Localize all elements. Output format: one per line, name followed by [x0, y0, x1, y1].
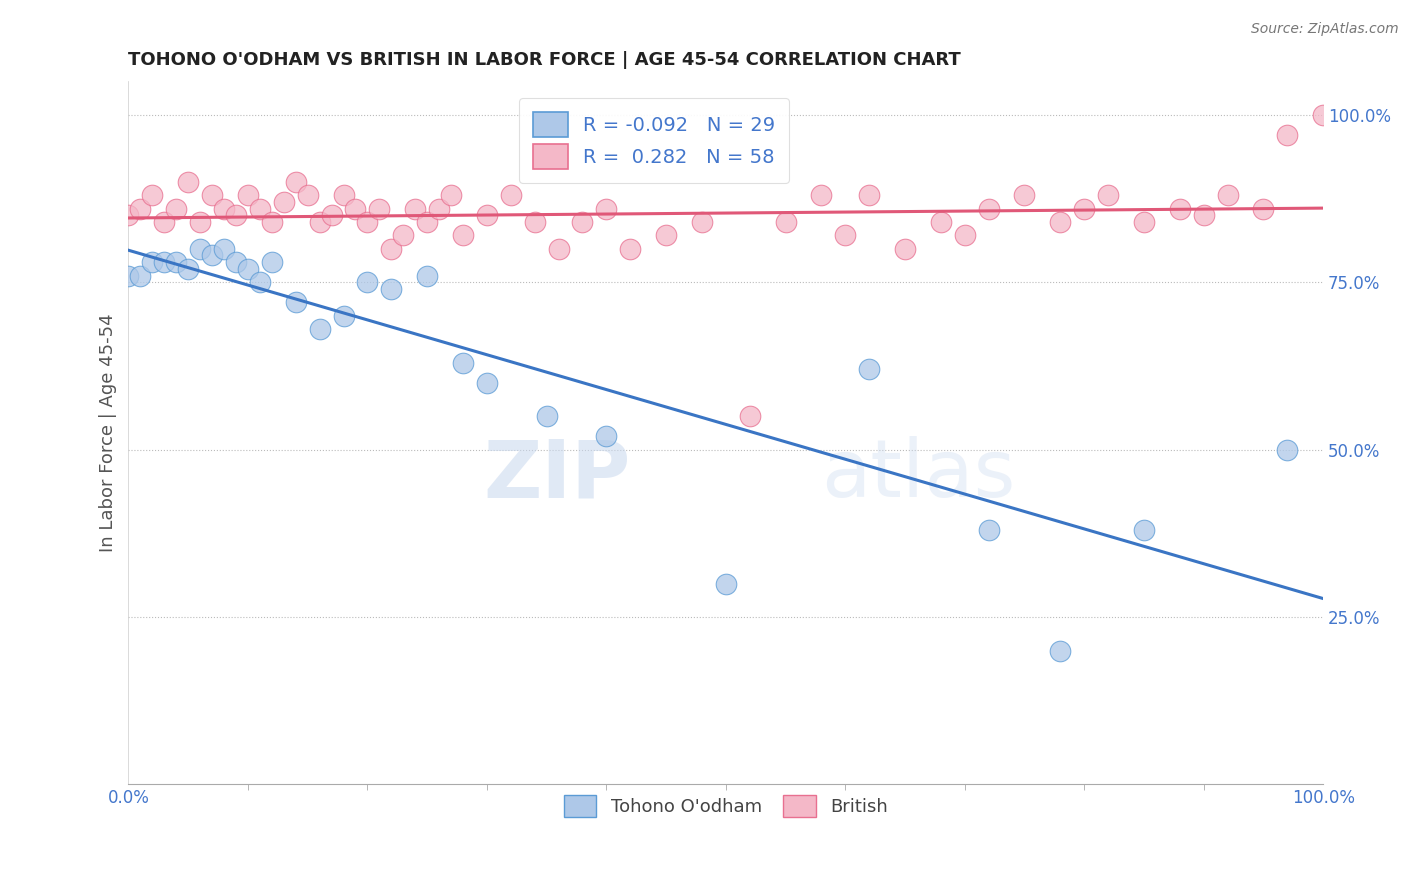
- Point: [929, 215, 952, 229]
- Point: [690, 215, 713, 229]
- Point: [380, 242, 402, 256]
- Point: [655, 228, 678, 243]
- Point: [297, 188, 319, 202]
- Point: [225, 208, 247, 222]
- Point: [977, 202, 1000, 216]
- Point: [451, 355, 474, 369]
- Point: [595, 429, 617, 443]
- Point: [619, 242, 641, 256]
- Point: [1073, 202, 1095, 216]
- Point: [775, 215, 797, 229]
- Point: [321, 208, 343, 222]
- Point: [201, 248, 224, 262]
- Y-axis label: In Labor Force | Age 45-54: In Labor Force | Age 45-54: [100, 314, 117, 552]
- Point: [308, 322, 330, 336]
- Point: [129, 268, 152, 283]
- Point: [201, 188, 224, 202]
- Point: [153, 215, 176, 229]
- Point: [834, 228, 856, 243]
- Text: ZIP: ZIP: [484, 436, 630, 514]
- Point: [440, 188, 463, 202]
- Point: [571, 215, 593, 229]
- Point: [356, 215, 378, 229]
- Point: [249, 275, 271, 289]
- Point: [260, 215, 283, 229]
- Point: [225, 255, 247, 269]
- Point: [1253, 202, 1275, 216]
- Point: [523, 215, 546, 229]
- Point: [536, 409, 558, 424]
- Point: [212, 202, 235, 216]
- Point: [236, 261, 259, 276]
- Point: [392, 228, 415, 243]
- Point: [188, 215, 211, 229]
- Legend: Tohono O'odham, British: Tohono O'odham, British: [557, 789, 896, 824]
- Point: [212, 242, 235, 256]
- Point: [714, 576, 737, 591]
- Point: [1312, 108, 1334, 122]
- Point: [499, 188, 522, 202]
- Point: [451, 228, 474, 243]
- Point: [284, 175, 307, 189]
- Point: [1133, 215, 1156, 229]
- Point: [249, 202, 271, 216]
- Point: [1097, 188, 1119, 202]
- Point: [894, 242, 917, 256]
- Point: [858, 188, 880, 202]
- Point: [977, 523, 1000, 537]
- Point: [1049, 215, 1071, 229]
- Point: [1168, 202, 1191, 216]
- Point: [141, 255, 163, 269]
- Point: [1133, 523, 1156, 537]
- Text: Source: ZipAtlas.com: Source: ZipAtlas.com: [1251, 22, 1399, 37]
- Point: [165, 255, 187, 269]
- Point: [177, 175, 200, 189]
- Point: [153, 255, 176, 269]
- Point: [404, 202, 426, 216]
- Point: [332, 188, 354, 202]
- Point: [273, 194, 295, 209]
- Point: [738, 409, 761, 424]
- Point: [595, 202, 617, 216]
- Text: atlas: atlas: [821, 436, 1015, 514]
- Point: [141, 188, 163, 202]
- Point: [236, 188, 259, 202]
- Point: [188, 242, 211, 256]
- Point: [1277, 128, 1299, 142]
- Point: [416, 268, 439, 283]
- Point: [953, 228, 976, 243]
- Point: [129, 202, 152, 216]
- Point: [810, 188, 832, 202]
- Point: [1192, 208, 1215, 222]
- Point: [416, 215, 439, 229]
- Point: [1014, 188, 1036, 202]
- Point: [1216, 188, 1239, 202]
- Point: [368, 202, 391, 216]
- Point: [1049, 643, 1071, 657]
- Point: [284, 295, 307, 310]
- Point: [1277, 442, 1299, 457]
- Point: [165, 202, 187, 216]
- Point: [380, 282, 402, 296]
- Point: [427, 202, 450, 216]
- Point: [547, 242, 569, 256]
- Point: [308, 215, 330, 229]
- Point: [356, 275, 378, 289]
- Point: [117, 208, 139, 222]
- Point: [475, 208, 498, 222]
- Point: [177, 261, 200, 276]
- Text: TOHONO O'ODHAM VS BRITISH IN LABOR FORCE | AGE 45-54 CORRELATION CHART: TOHONO O'ODHAM VS BRITISH IN LABOR FORCE…: [128, 51, 962, 69]
- Point: [117, 268, 139, 283]
- Point: [260, 255, 283, 269]
- Point: [858, 362, 880, 376]
- Point: [344, 202, 367, 216]
- Point: [332, 309, 354, 323]
- Point: [475, 376, 498, 390]
